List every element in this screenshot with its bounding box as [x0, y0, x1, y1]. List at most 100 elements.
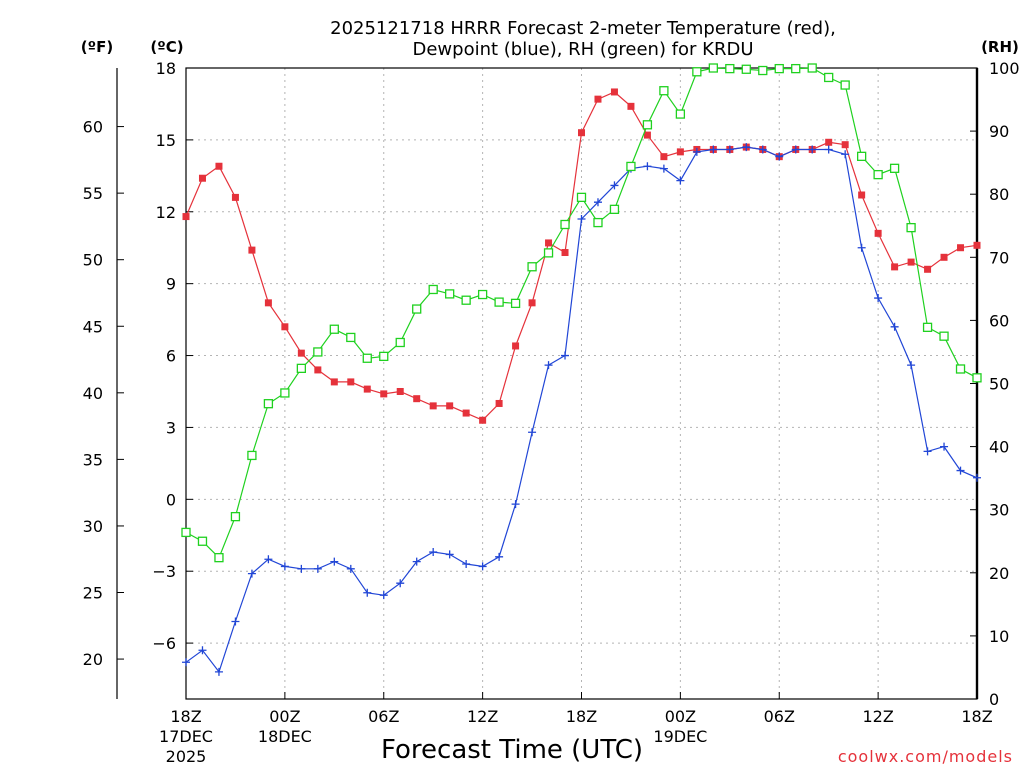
rh-point [181, 527, 191, 538]
fahrenheit-tick-label: 35 [83, 450, 103, 469]
rh-point [428, 284, 438, 295]
dewpoint-point [528, 428, 537, 437]
rh-point [461, 295, 471, 305]
celsius-unit-label: (ºC) [150, 38, 183, 56]
rh-point [214, 553, 224, 563]
rh-point [708, 63, 718, 73]
rh-point [313, 347, 323, 357]
dewpoint-point [264, 555, 273, 564]
rh-tick-label: 40 [989, 438, 1009, 457]
x-tick-label: 18Z [961, 707, 992, 726]
temperature-point [973, 241, 981, 249]
grid [186, 68, 977, 699]
x-tick-label: 12Z [862, 707, 893, 726]
x-year-label: 2025 [166, 747, 207, 766]
rh-point [395, 337, 405, 348]
dewpoint-point [907, 361, 916, 370]
series-dewpoint [182, 143, 981, 676]
temperature-point [198, 174, 206, 182]
rh-tick-label: 60 [989, 311, 1009, 330]
dewpoint-point [824, 145, 833, 154]
celsius-tick-label: −6 [152, 634, 176, 653]
rh-unit-label: (RH) [981, 38, 1019, 56]
dewpoint-point [973, 473, 981, 482]
rh-point [824, 72, 834, 83]
dewpoint-point [198, 646, 207, 655]
dewpoint-point [363, 588, 372, 597]
rh-point [675, 109, 686, 119]
dewpoint-point [742, 143, 751, 152]
fahrenheit-tick-label: 55 [83, 184, 103, 203]
rh-point [247, 450, 257, 461]
x-date-label: 17DEC [159, 727, 213, 746]
dewpoint-point [676, 176, 685, 185]
temperature-point [396, 387, 404, 395]
x-tick-label: 00Z [269, 707, 300, 726]
celsius-tick-label: 18 [156, 59, 176, 78]
fahrenheit-tick-label: 25 [83, 584, 103, 603]
rh-point [362, 353, 372, 363]
rh-point [840, 80, 850, 90]
temperature-point [957, 244, 965, 252]
rh-point [412, 304, 422, 314]
fahrenheit-tick-label: 20 [83, 650, 103, 669]
temperature-point [528, 299, 536, 307]
rh-point [576, 192, 587, 203]
temperature-point [479, 416, 487, 424]
fahrenheit-tick-label: 30 [83, 517, 103, 536]
temperature-point [545, 239, 553, 247]
x-tick-label: 06Z [368, 707, 399, 726]
chart-title-line-1: 2025121718 HRRR Forecast 2-meter Tempera… [330, 18, 836, 39]
rh-point [692, 67, 702, 77]
series-rh [181, 63, 982, 563]
x-tick-label: 18Z [566, 707, 597, 726]
dewpoint-point [445, 550, 454, 559]
temperature-point [874, 229, 882, 237]
dewpoint-point [462, 560, 471, 569]
rh-point [856, 151, 867, 161]
rh-tick-label: 10 [989, 627, 1009, 646]
rh-point [626, 161, 636, 172]
x-date-label: 19DEC [653, 727, 707, 746]
series-layer [181, 63, 982, 676]
temperature-point [429, 402, 437, 410]
dewpoint-point [923, 447, 932, 456]
temperature-point [907, 258, 915, 266]
dewpoint-point [313, 564, 322, 573]
dewpoint-point [758, 145, 767, 154]
celsius-tick-label: 0 [166, 490, 176, 509]
rh-point [741, 64, 751, 74]
temperature-point [643, 131, 651, 139]
plot-frame [185, 67, 978, 700]
dewpoint-point [956, 466, 965, 475]
dewpoint-point [478, 562, 487, 571]
dewpoint-point [725, 145, 734, 154]
dewpoint-point [182, 658, 190, 667]
temperature-point [264, 299, 272, 307]
temperature-point [825, 138, 833, 146]
rh-point [346, 332, 356, 343]
celsius-tick-label: 9 [166, 275, 176, 294]
x-tick-label: 18Z [170, 707, 201, 726]
chart-title-line-2: Dewpoint (blue), RH (green) for KRDU [412, 39, 753, 60]
x-axis-label: Forecast Time (UTC) [381, 735, 643, 765]
dewpoint-point [396, 579, 405, 588]
rh-point [477, 289, 488, 300]
temperature-point [627, 102, 635, 110]
rh-point [659, 86, 669, 96]
dewpoint-point [709, 145, 718, 154]
temperature-point [858, 191, 866, 199]
dewpoint-point [214, 667, 223, 676]
rh-point [807, 63, 817, 73]
temperature-point [512, 342, 520, 350]
temperature-point [940, 253, 948, 261]
dewpoint-point [940, 442, 949, 451]
dewpoint-point [280, 562, 289, 571]
rh-point [230, 511, 241, 522]
dewpoint-point [791, 145, 800, 154]
rh-point [543, 248, 554, 258]
rh-point [510, 298, 521, 309]
rh-tick-label: 0 [989, 690, 999, 709]
dewpoint-point [412, 557, 421, 566]
rh-point [197, 536, 208, 546]
